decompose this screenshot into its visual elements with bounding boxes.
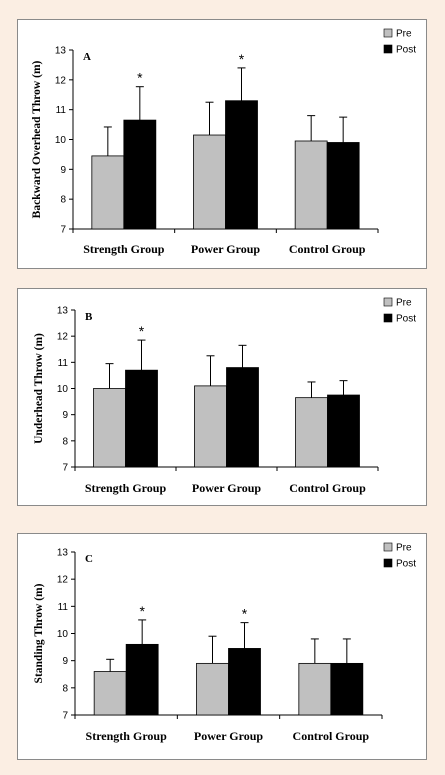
significance-marker: *: [239, 51, 245, 67]
x-category-label: Strength Group: [83, 242, 165, 256]
bar-post: [326, 142, 360, 230]
significance-marker: *: [139, 603, 145, 619]
y-tick-label: 9: [60, 165, 66, 176]
legend-label-pre: Pre: [396, 29, 412, 40]
y-tick-label: 13: [57, 306, 69, 317]
bar-post: [226, 367, 259, 468]
y-axis-label: Backward Overhead Throw (m): [31, 60, 43, 218]
chart-panel-a: 7 8 9 10 11 12 13 Backward Overhead Throw (m) A *…: [17, 19, 427, 269]
legend-swatch-pre: [383, 297, 393, 307]
y-tick-label: 10: [55, 135, 67, 146]
chart-a-svg: 7 8 9 10 11 12 13 Backward Overhead Throw (m) A *…: [31, 28, 416, 257]
legend-label-post: Post: [396, 45, 416, 56]
y-tick-label: 11: [56, 105, 67, 116]
legend-swatch-post: [383, 313, 393, 323]
significance-marker: *: [137, 70, 143, 86]
bar-post: [225, 100, 258, 230]
y-tick-label: 7: [60, 225, 66, 236]
bar-pre: [93, 671, 127, 716]
bar-pre: [294, 140, 328, 230]
y-tick-label: 12: [55, 75, 67, 86]
legend-label-pre: Pre: [396, 298, 412, 309]
x-category-label: Power Group: [192, 481, 262, 495]
bar-pre: [193, 134, 226, 230]
x-category-label: Control Group: [289, 242, 366, 256]
x-category-label: Control Group: [293, 729, 370, 743]
y-tick-label: 9: [62, 410, 68, 421]
legend-swatch-pre: [383, 542, 393, 552]
legend-label-pre: Pre: [396, 543, 412, 554]
y-tick-label: 11: [58, 602, 69, 613]
y-tick-label: 8: [62, 436, 68, 447]
legend-label-post: Post: [396, 314, 416, 325]
bar-pre: [194, 385, 227, 468]
y-axis-label: Standing Throw (m): [33, 583, 45, 683]
legend-swatch-post: [383, 44, 393, 54]
chart-panel-b: 7 8 9 10 11 12 13 Underhead Throw (m) B * Strength…: [17, 288, 427, 506]
panel-label-a: A: [83, 51, 91, 63]
y-tick-label: 12: [57, 575, 69, 586]
y-tick-label: 13: [55, 46, 67, 57]
bar-post: [123, 119, 157, 230]
y-tick-label: 10: [57, 384, 69, 395]
y-axis-label: Underhead Throw (m): [33, 333, 45, 444]
legend-swatch-post: [383, 558, 393, 568]
bar-pre: [298, 662, 332, 716]
y-tick-label: 12: [57, 332, 69, 343]
bar-post: [330, 662, 364, 716]
bar-post: [125, 643, 159, 716]
chart-panel-c: 7 8 9 10 11 12 13 Standing Throw (m) C * Strength …: [17, 533, 427, 760]
y-tick-label: 8: [62, 683, 68, 694]
y-tick-label: 9: [62, 656, 68, 667]
significance-marker: *: [242, 606, 248, 622]
bar-pre: [295, 397, 328, 468]
bar-post: [125, 369, 158, 468]
panel-label-c: C: [85, 553, 93, 565]
x-category-label: Strength Group: [86, 729, 168, 743]
y-tick-label: 7: [62, 463, 68, 474]
y-tick-label: 7: [62, 711, 68, 722]
bar-pre: [196, 662, 229, 716]
bar-post: [228, 648, 261, 716]
legend-label-post: Post: [396, 559, 416, 570]
y-tick-label: 10: [57, 629, 69, 640]
bar-pre: [91, 155, 125, 230]
chart-b-svg: 7 8 9 10 11 12 13 Underhead Throw (m) B * Strength…: [33, 297, 416, 496]
panel-label-b: B: [85, 311, 93, 323]
significance-marker: *: [139, 323, 145, 339]
x-category-label: Strength Group: [85, 481, 167, 495]
x-category-label: Control Group: [289, 481, 366, 495]
y-tick-label: 8: [60, 195, 66, 206]
y-tick-label: 11: [58, 358, 69, 369]
x-category-label: Power Group: [194, 729, 264, 743]
bar-post: [327, 394, 360, 468]
x-category-label: Power Group: [191, 242, 261, 256]
chart-c-svg: 7 8 9 10 11 12 13 Standing Throw (m) C * Strength …: [33, 542, 416, 744]
bar-pre: [93, 388, 126, 468]
y-tick-label: 13: [57, 548, 69, 559]
legend-swatch-pre: [383, 28, 393, 38]
